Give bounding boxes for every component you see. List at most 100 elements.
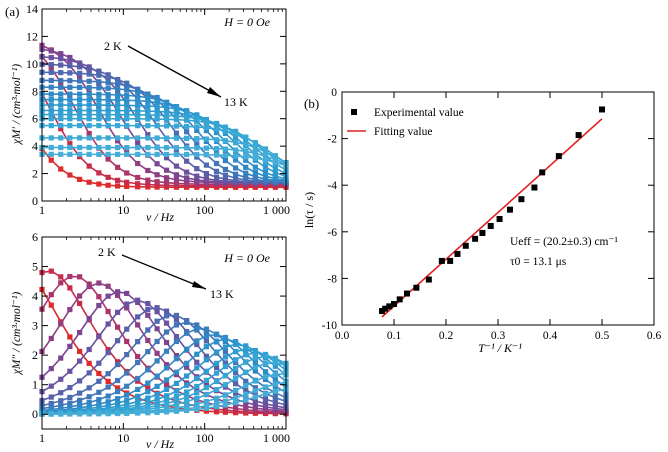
- data-point: [48, 365, 54, 372]
- data-point: [96, 107, 102, 114]
- x-tick-label: 1: [39, 431, 45, 445]
- data-point: [77, 329, 83, 336]
- data-point: [599, 106, 605, 113]
- data-point: [77, 135, 83, 141]
- series-19: [39, 151, 289, 169]
- data-point: [124, 170, 130, 176]
- data-point: [252, 398, 258, 404]
- data-point: [203, 377, 209, 383]
- data-point: [96, 411, 102, 417]
- data-point: [213, 137, 220, 143]
- data-point: [135, 375, 141, 382]
- data-point: [67, 385, 73, 391]
- data-point: [58, 402, 64, 408]
- y-tick-label: 14: [26, 2, 38, 16]
- plot-arrhenius: 0.0 0.1 0.2 0.3 0.4 0.5 0.6 -10 -8 -6 -4 -2 0 Experi…: [302, 87, 661, 355]
- data-point: [194, 177, 200, 183]
- x-tick-label: 1: [39, 203, 45, 217]
- data-point: [262, 391, 269, 397]
- data-point: [105, 321, 111, 327]
- legend-marker-experimental: [351, 109, 357, 115]
- data-point: [58, 151, 64, 157]
- data-point: [124, 92, 130, 98]
- data-point: [48, 335, 54, 342]
- data-point: [184, 364, 190, 370]
- data-point: [67, 122, 73, 129]
- data-point: [154, 179, 160, 185]
- data-point: [58, 321, 64, 327]
- label-13k: 13 K: [224, 95, 248, 109]
- data-point: [173, 338, 180, 345]
- data-point: [58, 102, 64, 108]
- data-point: [145, 306, 151, 313]
- data-point: [272, 381, 278, 387]
- data-point: [163, 182, 170, 188]
- data-point: [135, 184, 141, 190]
- data-point: [222, 407, 229, 413]
- data-point: [145, 116, 151, 122]
- data-point: [114, 400, 121, 406]
- label-2k: 2 K: [98, 245, 116, 259]
- data-point: [154, 135, 160, 141]
- y-tick-label: 2: [32, 348, 38, 362]
- data-point: [243, 387, 249, 393]
- data-point: [77, 402, 83, 408]
- data-point: [77, 397, 83, 403]
- data-point: [173, 177, 180, 183]
- y-tick-label: -8: [327, 273, 337, 285]
- data-point: [145, 312, 151, 318]
- data-point: [48, 107, 54, 114]
- data-point: [213, 145, 220, 152]
- data-point: [96, 370, 102, 377]
- data-point: [213, 174, 220, 180]
- data-point: [262, 149, 269, 155]
- data-point: [184, 111, 190, 117]
- data-point: [77, 176, 83, 182]
- data-point: [135, 174, 141, 181]
- data-point: [58, 56, 64, 62]
- data-point: [77, 300, 83, 307]
- data-point: [77, 293, 83, 299]
- data-point: [86, 283, 92, 290]
- trend-arrow: [121, 254, 207, 290]
- data-point: [173, 145, 180, 151]
- data-point: [105, 378, 111, 384]
- data-point: [145, 367, 151, 373]
- data-point: [48, 292, 54, 298]
- data-point: [86, 144, 92, 151]
- data-point: [67, 78, 73, 84]
- data-point: [194, 141, 200, 147]
- data-point: [67, 151, 73, 157]
- data-point: [114, 183, 121, 189]
- data-point: [184, 389, 190, 395]
- data-point: [184, 123, 190, 130]
- data-point: [262, 374, 269, 380]
- x-tick-label: 10: [117, 203, 129, 217]
- data-point: [243, 148, 249, 155]
- panel-label-b: (b): [304, 96, 319, 111]
- data-point: [163, 155, 170, 161]
- data-point: [154, 108, 160, 115]
- data-point: [173, 151, 180, 158]
- data-point: [48, 112, 54, 118]
- data-point: [58, 390, 64, 396]
- data-point: [114, 377, 121, 384]
- data-point: [114, 138, 121, 144]
- data-point: [232, 131, 239, 137]
- data-point: [232, 375, 239, 382]
- data-point: [386, 303, 393, 310]
- data-point: [232, 400, 239, 406]
- data-point: [243, 141, 249, 148]
- data-point: [114, 144, 121, 151]
- data-point: [124, 144, 130, 151]
- y-axis-label: ln(τ / s): [302, 192, 316, 228]
- data-point: [145, 181, 151, 188]
- data-point: [163, 381, 170, 388]
- y-tick-label: 0: [331, 87, 337, 99]
- data-point: [173, 163, 180, 169]
- y-axis-label: χM′ / (cm³·mol⁻¹): [11, 64, 23, 145]
- data-point: [105, 80, 111, 86]
- data-point: [124, 383, 130, 389]
- data-point: [154, 409, 160, 415]
- data-point: [86, 102, 92, 108]
